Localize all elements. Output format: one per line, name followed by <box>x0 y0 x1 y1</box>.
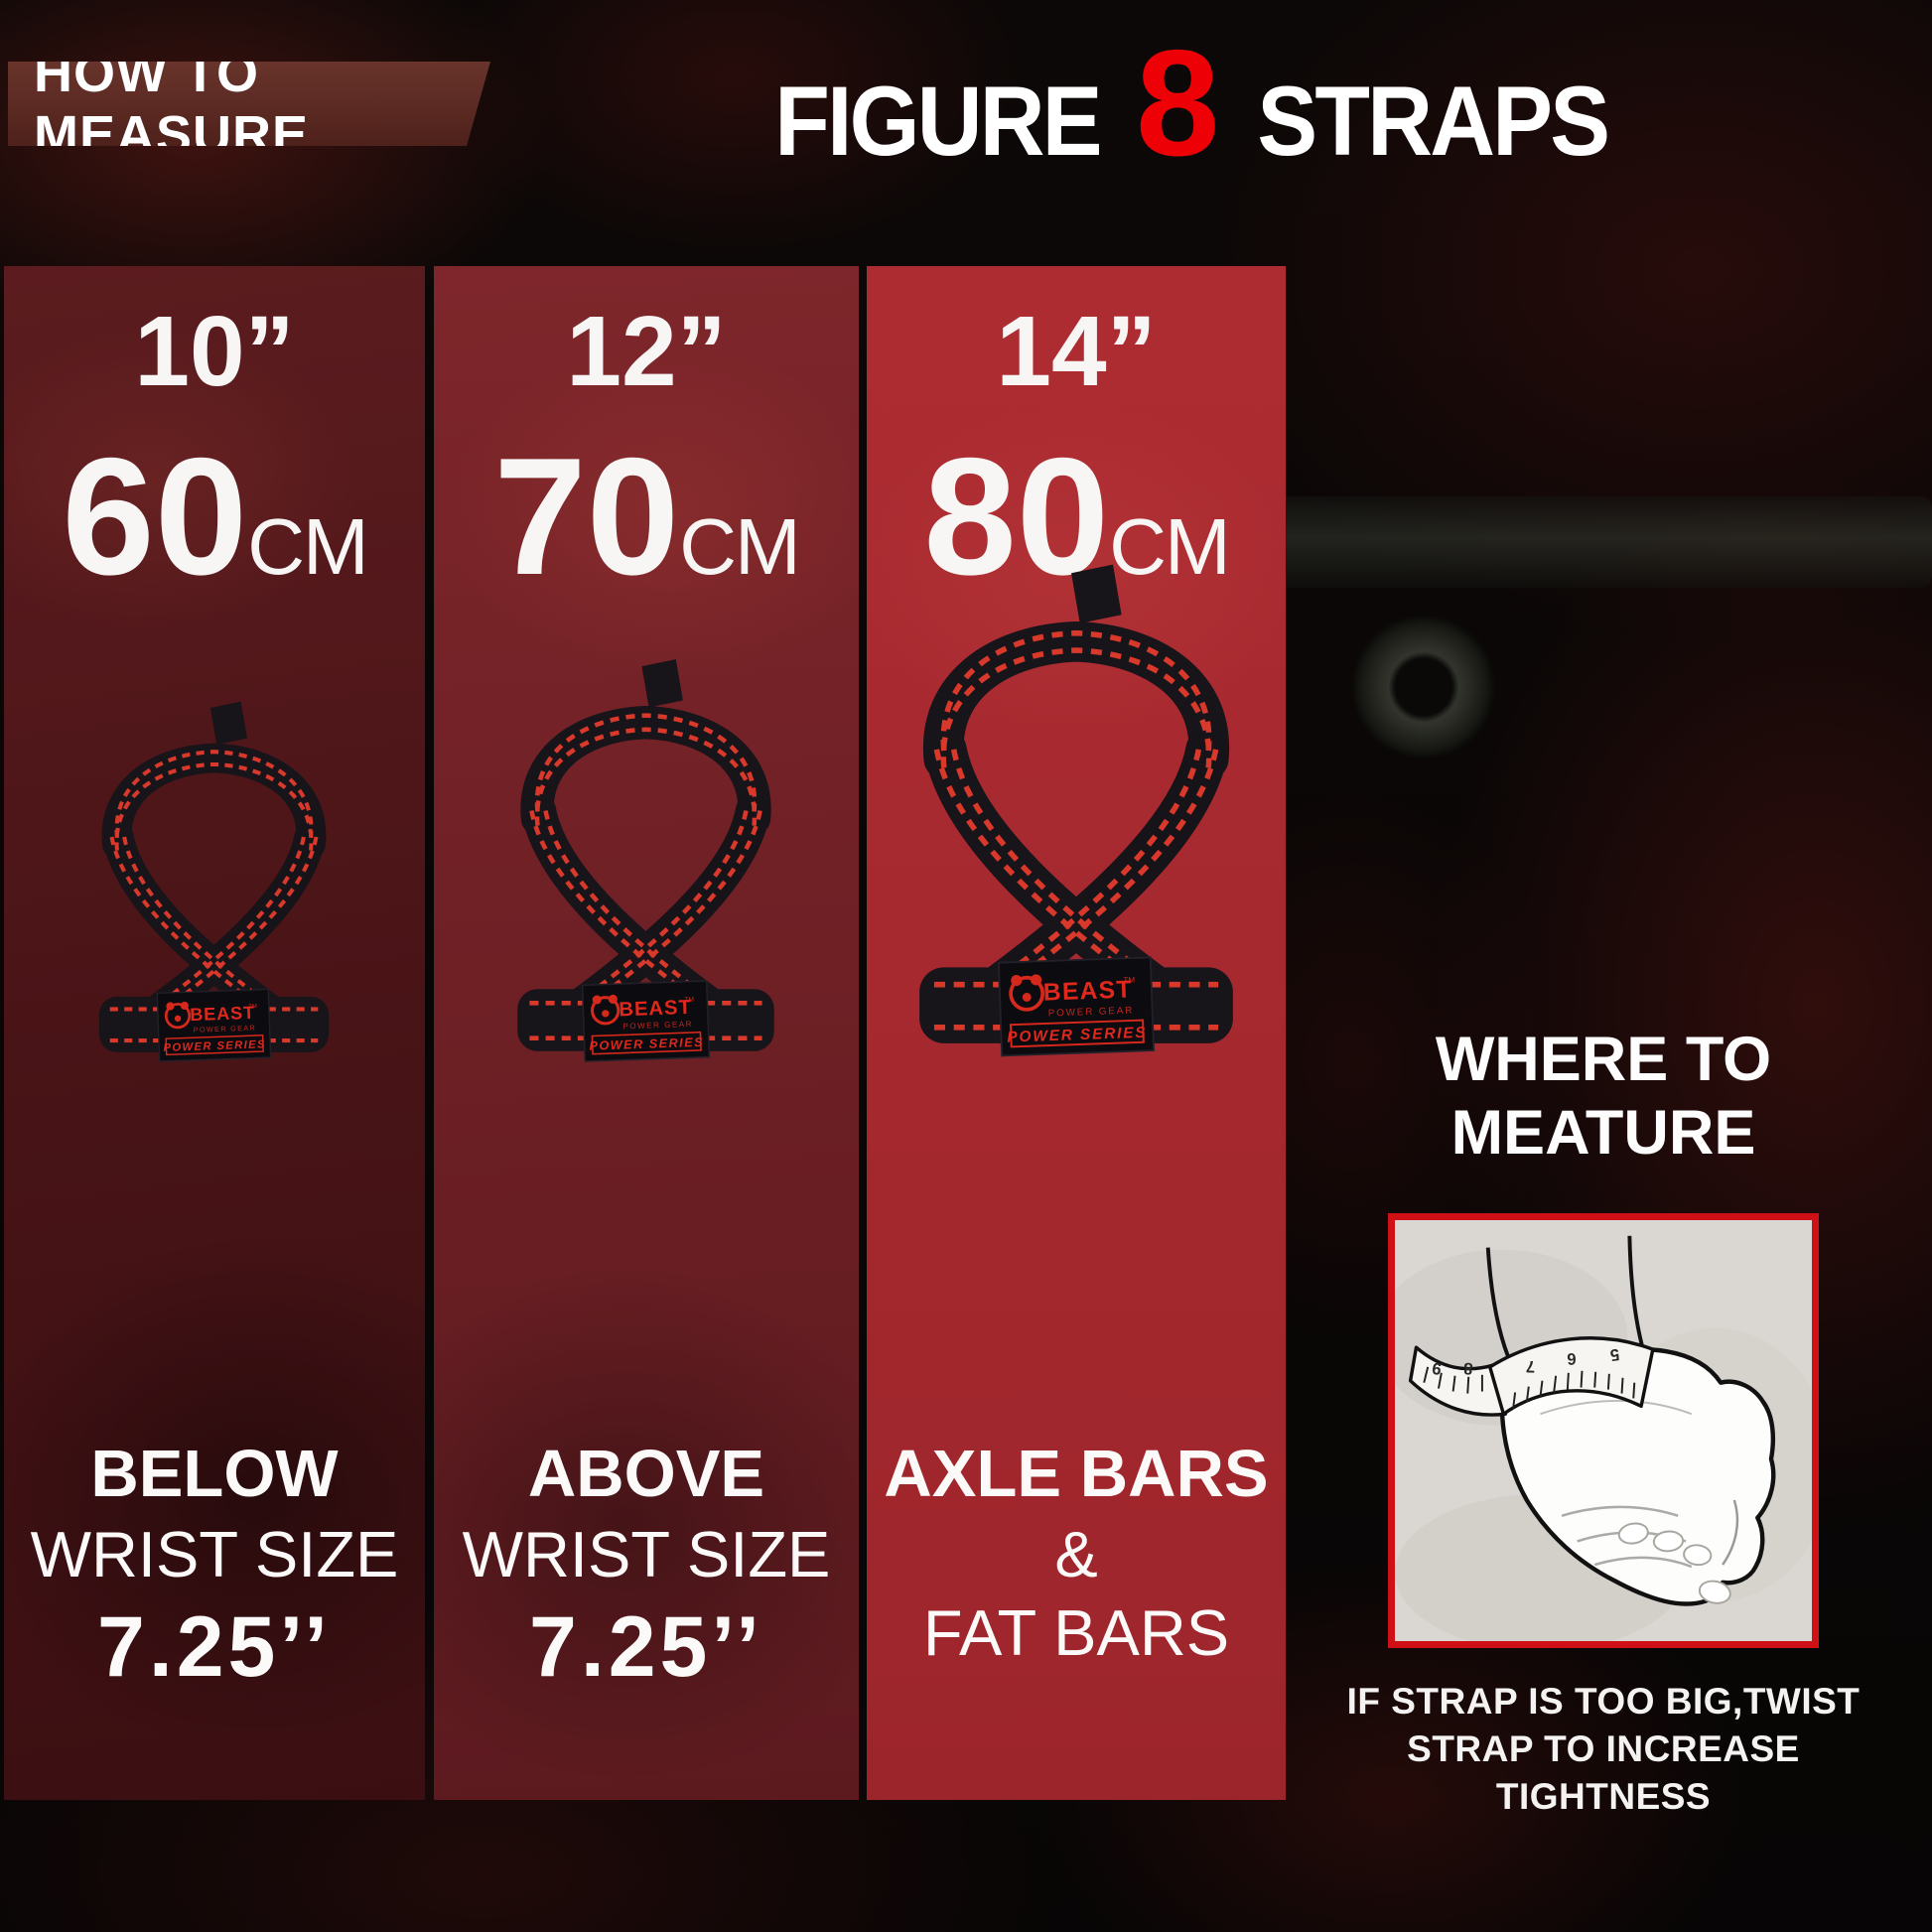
barbell-sleeve-photo <box>1206 496 1932 588</box>
size-cm-value: 60 <box>62 423 248 610</box>
tape-measure-icon: 9 8 7 6 5 <box>1408 1336 1655 1417</box>
svg-text:7: 7 <box>1526 1357 1536 1376</box>
wrist-measure-illustration: 9 8 7 6 5 <box>1388 1213 1819 1648</box>
series-label: POWER SERIES <box>163 1038 266 1054</box>
size-cm-unit: CM <box>679 502 800 591</box>
strap-top-loop <box>922 621 1230 780</box>
size-cm-unit: CM <box>1109 502 1230 591</box>
fit-wrist-size: 7.25’’ <box>97 1599 332 1696</box>
forearm-line-left <box>1485 1247 1511 1358</box>
fit-description: AXLE BARS & FAT BARS <box>867 1434 1286 1672</box>
size-cm-unit: CM <box>247 502 368 591</box>
brand-subtitle: POWER GEAR <box>194 1024 257 1035</box>
weight-plate-photo <box>1340 604 1507 770</box>
size-cm-row: 70CM <box>434 433 859 600</box>
page-title: FIGURE 8 STRAPS <box>774 28 1609 179</box>
fit-line-1: ABOVE <box>527 1437 765 1511</box>
brand-subtitle: POWER GEAR <box>622 1020 693 1031</box>
how-to-measure-banner: HOW TO MEASURE <box>8 62 490 146</box>
fit-line-1-bold: AXLE BARS <box>884 1437 1269 1511</box>
brand-trademark: TM <box>684 997 694 1004</box>
svg-text:8: 8 <box>1463 1359 1474 1379</box>
strap-diagonal-right <box>976 728 1229 1009</box>
size-column-10-inch: 10” 60CM <box>4 266 425 1800</box>
strap-tab <box>209 701 247 745</box>
where-to-measure-heading: WHERE TO MEATURE <box>1320 1023 1886 1171</box>
series-label: POWER SERIES <box>589 1035 704 1053</box>
svg-text:9: 9 <box>1431 1358 1443 1378</box>
where-line-1: WHERE TO <box>1435 1025 1772 1094</box>
size-inches: 10” <box>134 296 295 407</box>
size-cm-value: 70 <box>493 423 680 610</box>
twist-instruction-line-1: IF STRAP IS TOO BIG,TWIST <box>1346 1681 1861 1722</box>
tape-ticks <box>1423 1366 1636 1409</box>
fit-description: BELOW WRIST SIZE 7.25’’ <box>4 1434 425 1700</box>
brand-name: BEAST <box>190 1003 255 1025</box>
series-label: POWER SERIES <box>1007 1025 1148 1046</box>
brand-trademark: TM <box>1123 976 1135 985</box>
strap-tab <box>641 659 683 708</box>
size-column-12-inch: 12” 70CM <box>434 266 859 1800</box>
bear-logo-icon <box>164 1001 192 1030</box>
strap-top-loop <box>520 705 771 836</box>
size-inches: 12” <box>566 296 727 407</box>
fit-line-1: AXLE BARS & <box>867 1434 1286 1593</box>
brand-name: BEAST <box>1042 976 1133 1006</box>
fit-description: ABOVE WRIST SIZE 7.25’’ <box>434 1434 859 1700</box>
fit-line-2: FAT BARS <box>922 1596 1230 1670</box>
figure8-strap-graphic: BEAST TM POWER GEAR POWER SERIES <box>98 701 330 1062</box>
strap-top-loop <box>101 743 327 860</box>
thumb-crease <box>1722 1499 1739 1566</box>
fit-line-2: WRIST SIZE <box>462 1517 831 1590</box>
figure8-strap-graphic: BEAST TM POWER GEAR POWER SERIES <box>517 659 774 1062</box>
figure8-strap-graphic: BEAST TM POWER GEAR POWER SERIES <box>919 564 1233 1057</box>
fingernails <box>1617 1522 1731 1604</box>
size-column-14-inch: 14” 80CM <box>867 266 1286 1800</box>
brand-subtitle: POWER GEAR <box>1048 1005 1135 1019</box>
svg-text:6: 6 <box>1567 1349 1577 1368</box>
brand-name: BEAST <box>619 997 692 1022</box>
hand-outline <box>1499 1346 1776 1606</box>
twist-instruction: IF STRAP IS TOO BIG,TWIST STRAP TO INCRE… <box>1314 1678 1892 1821</box>
forearm-line-right <box>1627 1235 1646 1354</box>
figure8-strap-large: BEAST TM POWER GEAR POWER SERIES <box>893 556 1260 1070</box>
hand-crease <box>1540 1400 1693 1416</box>
tape-numbers: 9 8 7 6 5 <box>1431 1345 1620 1379</box>
twist-instruction-line-2: STRAP TO INCREASE TIGHTNESS <box>1407 1728 1800 1818</box>
where-line-2: MEATURE <box>1450 1098 1756 1169</box>
fit-line-2: WRIST SIZE <box>30 1517 399 1590</box>
fit-line-1-suffix: & <box>1054 1517 1098 1590</box>
figure8-strap-small: BEAST TM POWER GEAR POWER SERIES <box>79 695 348 1072</box>
hand-tape-drawing: 9 8 7 6 5 <box>1395 1220 1812 1641</box>
figure8-strap-medium: BEAST TM POWER GEAR POWER SERIES <box>495 652 796 1073</box>
title-word-figure: FIGURE <box>774 66 1102 176</box>
size-inches: 14” <box>996 296 1157 407</box>
brand-label-patch: BEAST TM POWER GEAR POWER SERIES <box>156 988 272 1062</box>
fit-wrist-size: 7.25’’ <box>529 1599 763 1696</box>
brand-trademark: TM <box>248 1004 257 1010</box>
brand-label-patch: BEAST TM POWER GEAR POWER SERIES <box>997 956 1155 1057</box>
title-word-straps: STRAPS <box>1256 66 1610 176</box>
bear-logo-icon <box>1009 974 1045 1012</box>
size-cm-row: 60CM <box>4 433 425 600</box>
fit-line-1: BELOW <box>90 1437 339 1511</box>
strap-tab <box>1071 564 1122 623</box>
brand-label-patch: BEAST TM POWER GEAR POWER SERIES <box>581 980 711 1062</box>
title-number-8: 8 <box>1135 19 1220 188</box>
svg-text:5: 5 <box>1609 1345 1621 1365</box>
bear-logo-icon <box>591 994 621 1026</box>
